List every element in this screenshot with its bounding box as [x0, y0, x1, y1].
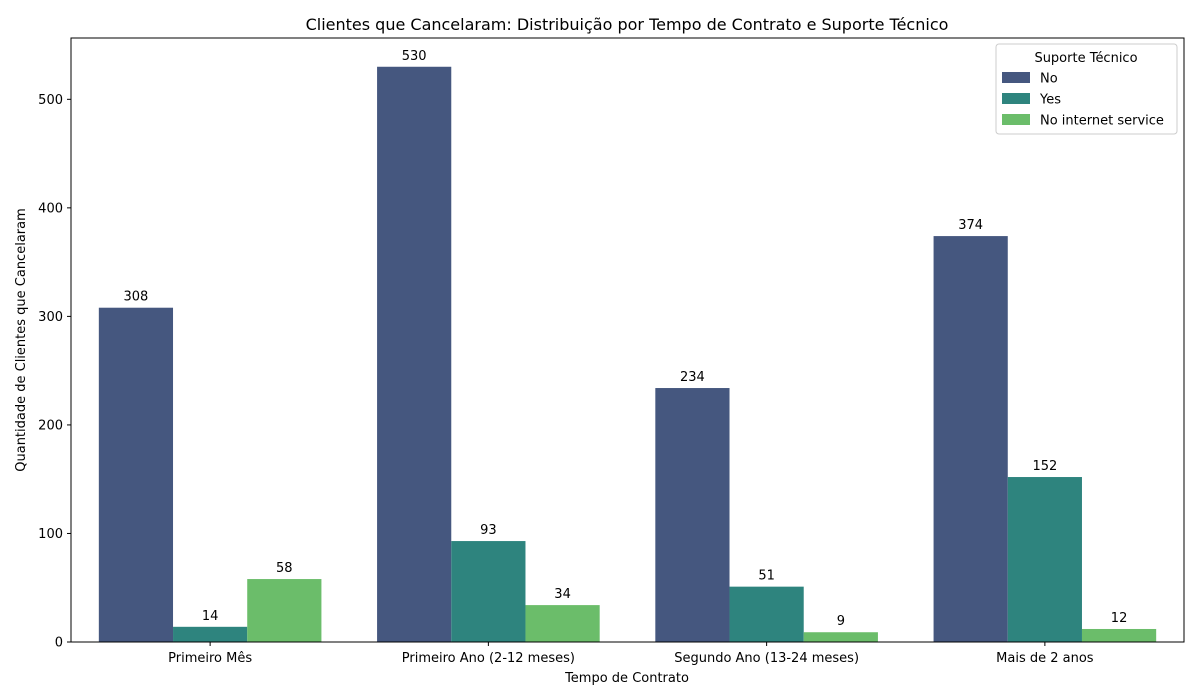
bar-1-2	[525, 605, 600, 642]
y-tick-label-400: 400	[38, 201, 63, 216]
y-tick-label-200: 200	[38, 418, 63, 433]
y-axis: 0 100 200 300 400 500	[38, 93, 71, 651]
y-tick-label-500: 500	[38, 93, 63, 108]
legend-swatch-0	[1002, 72, 1030, 83]
data-label-1-1: 93	[480, 523, 497, 538]
data-label-2-0: 234	[680, 370, 705, 385]
x-tick-label-1: Primeiro Ano (2-12 meses)	[402, 651, 575, 666]
legend: Suporte Técnico No Yes No internet service	[995, 43, 1178, 135]
legend-swatch-2	[1002, 114, 1030, 125]
data-label-0-2: 58	[276, 561, 293, 576]
bar-3-2	[1081, 628, 1157, 642]
y-axis-label: Quantidade de Clientes que Cancelaram	[14, 208, 29, 472]
legend-swatch-1	[1002, 93, 1030, 104]
data-label-1-2: 34	[554, 587, 571, 602]
data-label-2-2: 9	[837, 614, 845, 629]
data-labels-group: 308 530 234 374 14 93 51 152 58 34 9 12	[124, 49, 1128, 629]
bar-2-1	[729, 586, 804, 642]
data-label-1-0: 530	[402, 49, 427, 64]
bar-1-0	[377, 66, 452, 642]
data-label-3-1: 152	[1032, 459, 1057, 474]
data-label-0-1: 14	[202, 609, 219, 624]
legend-label-1: Yes	[1039, 93, 1061, 108]
legend-title: Suporte Técnico	[1034, 51, 1137, 66]
y-tick-label-300: 300	[38, 310, 63, 325]
bar-2-2	[803, 632, 878, 642]
bars-group	[98, 66, 1157, 642]
data-label-3-0: 374	[958, 218, 983, 233]
x-axis: Primeiro Mês Primeiro Ano (2-12 meses) Seg…	[168, 642, 1094, 666]
bar-0-0	[98, 307, 174, 642]
chart-title: Clientes que Cancelaram: Distribuição po…	[306, 15, 949, 34]
bar-3-0	[933, 236, 1008, 642]
bar-2-0	[655, 388, 730, 642]
data-label-3-2: 12	[1111, 611, 1128, 626]
data-label-2-1: 51	[758, 569, 775, 584]
y-tick-label-100: 100	[38, 527, 63, 542]
bar-3-1	[1007, 477, 1082, 642]
bar-0-2	[247, 579, 322, 642]
x-tick-label-2: Segundo Ano (13-24 meses)	[674, 651, 859, 666]
bar-1-1	[451, 541, 526, 642]
x-tick-label-3: Mais de 2 anos	[996, 651, 1094, 666]
plot-frame	[70, 37, 1185, 643]
legend-box	[995, 43, 1178, 135]
legend-label-2: No internet service	[1040, 114, 1164, 129]
data-label-0-0: 308	[124, 290, 149, 305]
x-tick-label-0: Primeiro Mês	[168, 651, 252, 666]
x-axis-label: Tempo de Contrato	[564, 671, 689, 686]
bar-0-1	[173, 626, 248, 642]
legend-label-0: No	[1040, 72, 1058, 87]
y-tick-label-0: 0	[55, 636, 63, 651]
